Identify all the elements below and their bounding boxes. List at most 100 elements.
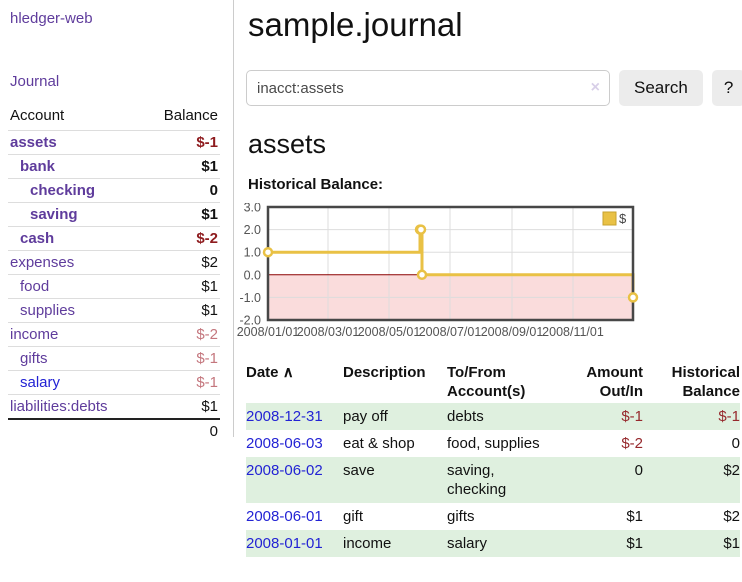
y-axis-tick-label: 1.0: [244, 246, 261, 260]
journal-nav-link[interactable]: Journal: [10, 73, 60, 90]
account-balance: $1: [142, 394, 220, 419]
account-link-expenses[interactable]: expenses: [10, 254, 75, 271]
data-point-marker: [627, 292, 639, 303]
transaction-row: 2008-06-02 save saving, checking 0 $2: [246, 457, 740, 503]
account-row: assets $-1: [8, 130, 220, 155]
account-balance: $1: [142, 202, 220, 227]
account-link-liabilities-debts[interactable]: liabilities:debts: [10, 398, 108, 415]
account-link-income[interactable]: income: [10, 326, 59, 343]
account-link-checking[interactable]: checking: [30, 182, 96, 199]
account-link-assets[interactable]: assets: [10, 134, 57, 151]
account-link-bank[interactable]: bank: [20, 158, 56, 175]
search-bar: × Search ?: [246, 70, 742, 106]
account-balance: $-2: [142, 226, 220, 251]
transaction-row: 2008-06-01 gift gifts $1 $2: [246, 503, 740, 530]
column-header-date[interactable]: Date ∧: [246, 364, 294, 381]
legend-label: $: [619, 211, 627, 226]
transaction-amount: $1: [626, 535, 643, 552]
legend-swatch: [602, 211, 617, 226]
account-balance: $-1: [142, 370, 220, 395]
column-header-amount-out-in: Amount Out/In: [586, 364, 643, 400]
x-axis-tick-label: 2008/05/01: [358, 325, 421, 339]
account-balance: $1: [142, 154, 220, 179]
y-axis-tick-label: 3.0: [244, 203, 261, 215]
account-link-supplies[interactable]: supplies: [20, 302, 76, 319]
account-link-salary[interactable]: salary: [20, 374, 61, 391]
column-header-to-from-account-s-: To/From Account(s): [447, 364, 526, 400]
transaction-accounts: saving, checking: [447, 462, 507, 498]
transaction-description: pay off: [343, 408, 388, 425]
sidebar: hledger-web Journal Account Balance asse…: [8, 8, 220, 443]
account-heading: assets: [248, 129, 327, 159]
transaction-balance: $1: [723, 535, 740, 552]
account-row: saving $1: [8, 202, 220, 227]
y-axis-tick-label: -2.0: [239, 314, 261, 328]
account-row: gifts $-1: [8, 346, 220, 371]
historical-balance-chart: $3.0 2.0 1.0 0.0 -1.0 -2.02008/01/012008/03/0…: [237, 203, 639, 339]
account-row: supplies $1: [8, 298, 220, 323]
search-button[interactable]: Search: [619, 70, 703, 106]
account-column-header: Account: [10, 107, 65, 124]
transaction-date-link[interactable]: 2008-06-01: [246, 508, 323, 525]
transaction-date-link[interactable]: 2008-12-31: [246, 408, 323, 425]
y-axis-tick-label: 0.0: [244, 268, 261, 282]
account-row: expenses $2: [8, 250, 220, 275]
transaction-description: gift: [343, 508, 364, 525]
account-row: income $-2: [8, 322, 220, 347]
account-balance: 0: [142, 178, 220, 203]
account-link-food[interactable]: food: [20, 278, 50, 295]
app-title-link[interactable]: hledger-web: [10, 10, 93, 27]
data-point-marker: [262, 246, 274, 258]
search-input-wrap: ×: [246, 70, 610, 106]
transaction-accounts: gifts: [447, 508, 475, 525]
data-point-marker: [416, 269, 428, 281]
main-content: sample.journal × Search ? assets Histori…: [237, 0, 742, 557]
account-row: cash $-2: [8, 226, 220, 251]
account-balance: $-1: [142, 130, 220, 155]
data-point-marker: [415, 224, 427, 235]
account-row: food $1: [8, 274, 220, 299]
sidebar-divider: [233, 0, 234, 437]
transaction-accounts: salary: [447, 535, 488, 552]
total-balance: 0: [142, 418, 220, 443]
transaction-accounts: debts: [447, 408, 484, 425]
search-input[interactable]: [246, 70, 610, 106]
transaction-row: 2008-01-01 income salary $1 $1: [246, 530, 740, 557]
transaction-balance: 0: [731, 435, 740, 452]
account-balance: $1: [142, 298, 220, 323]
column-header-description: Description: [343, 364, 426, 381]
account-link-saving[interactable]: saving: [30, 206, 78, 223]
account-link-gifts[interactable]: gifts: [20, 350, 48, 367]
plot-border: [266, 205, 635, 322]
total-spacer: [8, 418, 143, 443]
accounts-header-row: Account Balance: [8, 105, 220, 131]
transaction-amount: 0: [634, 462, 643, 479]
x-axis-tick-label: 2008/11/01: [542, 325, 604, 339]
sort-ascending-icon: ∧: [282, 364, 294, 381]
transaction-description: income: [343, 535, 392, 552]
transaction-date-link[interactable]: 2008-01-01: [246, 535, 323, 552]
transaction-description: eat & shop: [343, 435, 415, 452]
account-row: salary $-1: [8, 370, 220, 395]
account-balance: $2: [142, 250, 220, 275]
x-axis-tick-label: 2008/01/01: [237, 325, 300, 339]
x-axis-tick-label: 2008/09/01: [481, 325, 544, 339]
transaction-balance: $-1: [718, 408, 740, 425]
accounts-table: Account Balance assets $-1 bank $1 checking 0…: [8, 105, 220, 443]
transaction-amount: $1: [626, 508, 643, 525]
account-link-cash[interactable]: cash: [20, 230, 55, 247]
transaction-amount: $-1: [621, 408, 643, 425]
transaction-date-link[interactable]: 2008-06-02: [246, 462, 323, 479]
register-table: Date ∧ Description To/From Account(s) Amount…: [246, 361, 740, 557]
x-axis-tick-label: 2008/03/01: [297, 325, 360, 339]
account-balance: $-1: [142, 346, 220, 371]
transaction-accounts: food, supplies: [447, 435, 540, 452]
page-title: sample.journal: [248, 6, 463, 43]
chart-title: Historical Balance:: [248, 176, 384, 193]
transaction-date-link[interactable]: 2008-06-03: [246, 435, 323, 452]
help-button[interactable]: ?: [711, 70, 742, 106]
clear-search-icon[interactable]: ×: [590, 79, 600, 96]
y-axis-tick-label: 2.0: [244, 223, 261, 237]
transaction-amount: $-2: [621, 435, 643, 452]
